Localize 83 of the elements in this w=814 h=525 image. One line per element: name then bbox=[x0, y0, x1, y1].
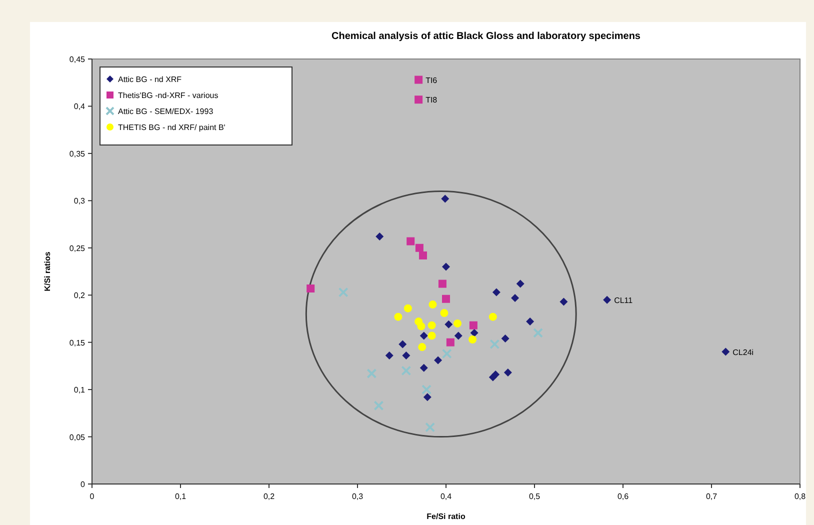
point bbox=[417, 322, 426, 330]
y-tick-label: 0,2 bbox=[74, 291, 86, 300]
y-tick-label: 0,3 bbox=[74, 196, 86, 206]
point bbox=[511, 294, 520, 302]
y-tick-label: 0,1 bbox=[74, 386, 86, 395]
annotation: CL24i bbox=[732, 348, 754, 357]
point bbox=[501, 334, 510, 343]
point bbox=[376, 232, 384, 241]
y-tick-label: 0,15 bbox=[69, 338, 86, 348]
point bbox=[414, 96, 423, 104]
point bbox=[454, 319, 462, 328]
y-tick-label: 0,05 bbox=[69, 432, 86, 442]
annotation: TI6 bbox=[426, 76, 438, 85]
point bbox=[470, 328, 478, 337]
point bbox=[385, 352, 394, 360]
x-tick-label: 0,6 bbox=[617, 492, 630, 501]
point bbox=[603, 296, 612, 304]
x-tick-label: 0,5 bbox=[528, 492, 541, 501]
point bbox=[560, 298, 568, 306]
legend-label: THETIS BG - nd XRF/ paint B' bbox=[118, 123, 226, 132]
point bbox=[420, 332, 428, 340]
point bbox=[488, 312, 497, 321]
point bbox=[442, 348, 452, 359]
point bbox=[438, 280, 446, 288]
point bbox=[444, 320, 453, 328]
chart-title: Chemical analysis of attic Black Gloss and laboratory specimens bbox=[331, 31, 641, 42]
point bbox=[414, 76, 423, 84]
point bbox=[469, 321, 478, 330]
point bbox=[418, 251, 427, 260]
point bbox=[420, 364, 428, 372]
x-tick-label: 0,2 bbox=[263, 492, 276, 501]
x-tick-label: 0,4 bbox=[440, 492, 452, 501]
point bbox=[374, 400, 384, 411]
x-tick-label: 0,1 bbox=[174, 492, 187, 501]
x-axis-title: Fe/Si ratio bbox=[426, 512, 466, 521]
point bbox=[366, 368, 377, 378]
legend-label: Thetis'BG -nd-XRF - various bbox=[118, 91, 218, 100]
point bbox=[516, 280, 524, 288]
point bbox=[425, 422, 436, 432]
point bbox=[504, 368, 512, 377]
point bbox=[442, 294, 450, 303]
point bbox=[428, 332, 436, 340]
y-tick-label: 0,4 bbox=[74, 102, 86, 112]
point bbox=[492, 370, 500, 378]
point bbox=[722, 348, 730, 356]
point bbox=[428, 321, 436, 330]
point bbox=[492, 288, 500, 296]
point bbox=[404, 304, 412, 312]
y-tick-label: 0 bbox=[80, 480, 86, 489]
point bbox=[434, 356, 442, 364]
y-tick-label: 0,25 bbox=[69, 244, 86, 253]
y-tick-label: 0,35 bbox=[69, 149, 86, 158]
x-tick-label: 0,7 bbox=[706, 492, 718, 501]
point bbox=[423, 393, 432, 402]
point bbox=[406, 237, 415, 246]
point bbox=[454, 332, 462, 340]
point bbox=[422, 384, 432, 395]
point bbox=[394, 312, 402, 321]
point bbox=[440, 309, 448, 318]
point bbox=[526, 318, 534, 326]
legend-label: Attic BG - SEM/EDX- 1993 bbox=[118, 107, 214, 116]
y-axis-title: K/Si ratios bbox=[43, 251, 52, 292]
point bbox=[533, 328, 544, 338]
point bbox=[398, 340, 407, 348]
point bbox=[428, 300, 437, 309]
annotation: TI8 bbox=[426, 96, 438, 105]
point bbox=[338, 287, 348, 298]
legend-label: Attic BG - nd XRF bbox=[118, 75, 182, 84]
point bbox=[401, 366, 412, 376]
x-tick-label: 0,8 bbox=[794, 492, 806, 501]
point bbox=[468, 336, 477, 344]
x-tick-label: 0 bbox=[90, 492, 95, 501]
point bbox=[490, 339, 500, 350]
point bbox=[442, 262, 450, 271]
point bbox=[441, 194, 450, 203]
y-tick-label: 0,45 bbox=[69, 55, 86, 64]
point bbox=[306, 284, 315, 292]
x-tick-label: 0,3 bbox=[352, 492, 364, 501]
point bbox=[402, 352, 410, 360]
annotation: CL11 bbox=[614, 296, 634, 305]
point bbox=[446, 338, 454, 346]
point bbox=[418, 343, 426, 352]
point bbox=[415, 244, 424, 252]
